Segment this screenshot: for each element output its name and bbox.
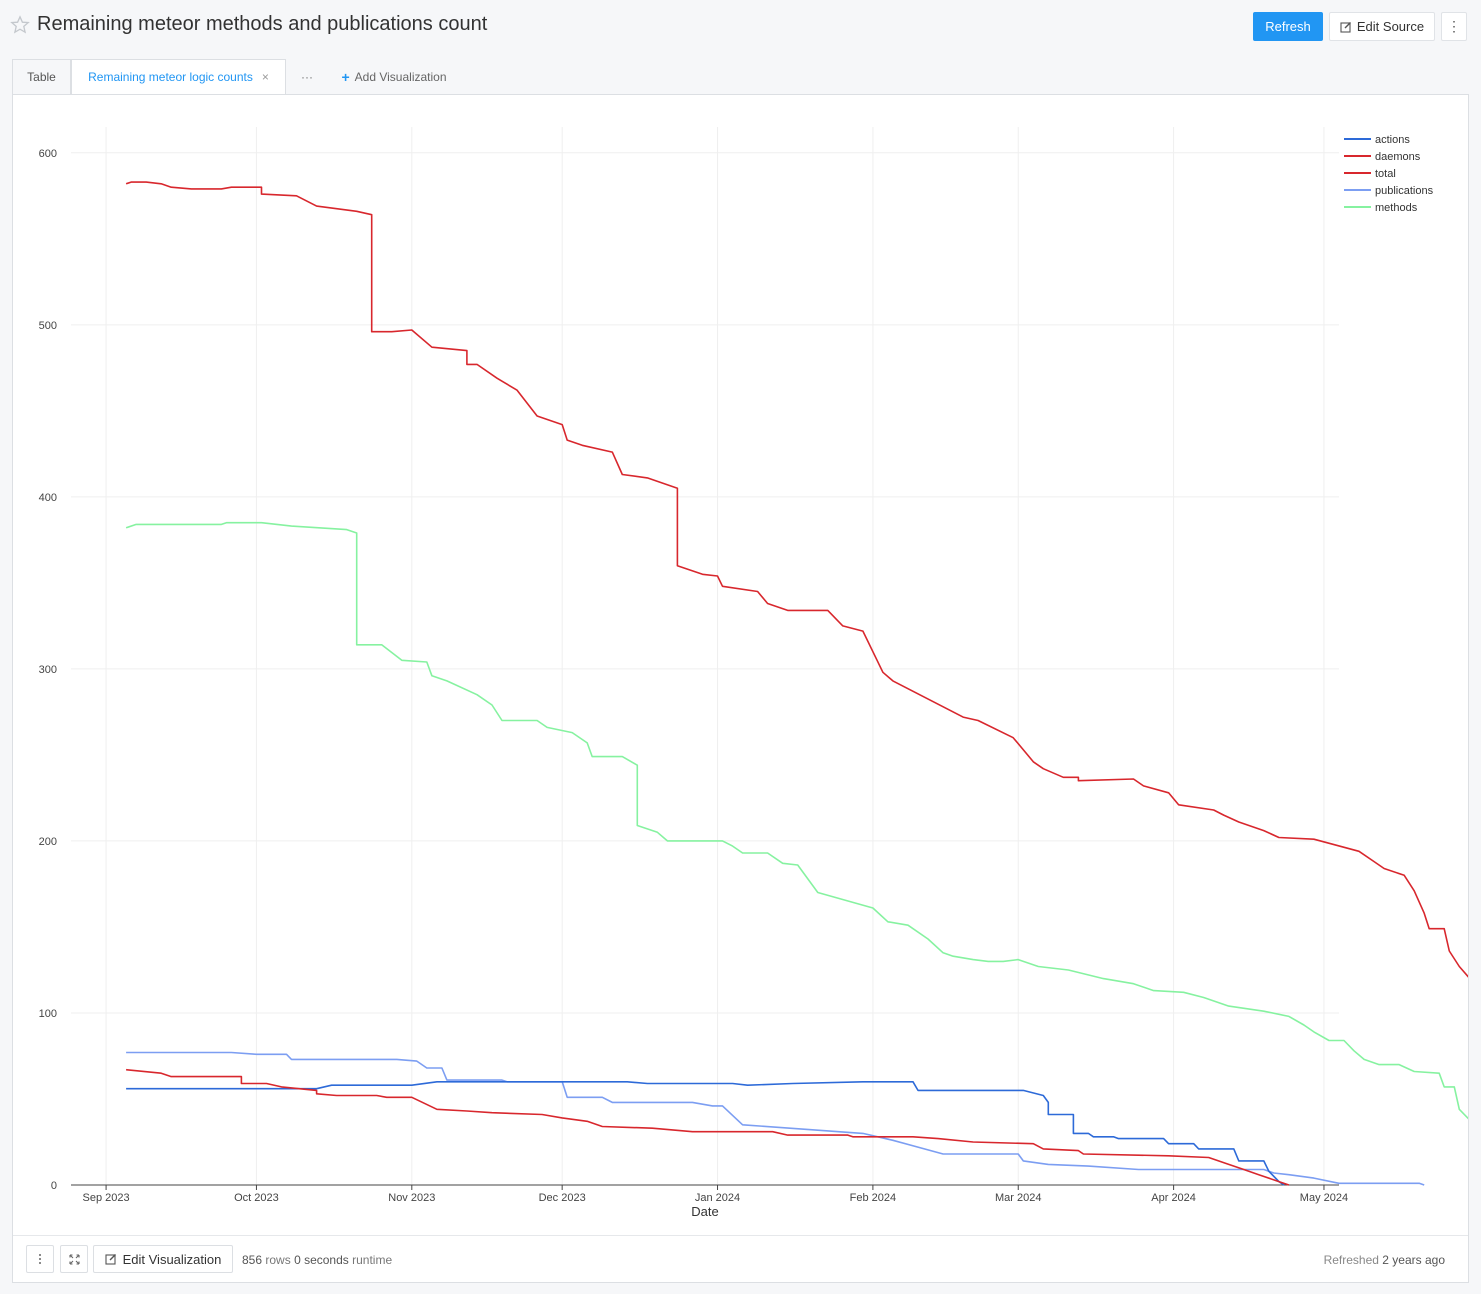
y-tick-label: 200	[39, 836, 57, 848]
series-line-methods	[125, 521, 1468, 1120]
refreshed-value: 2 years ago	[1382, 1253, 1445, 1267]
y-tick-label: 600	[39, 148, 57, 160]
page-header: Remaining meteor methods and publication…	[0, 0, 1481, 56]
runtime-label: runtime	[352, 1253, 393, 1267]
refreshed-status: Refreshed 2 years ago	[1324, 1253, 1445, 1267]
edit-icon	[105, 1254, 116, 1265]
legend-label-daemons: daemons	[1375, 151, 1421, 163]
x-tick-label: Apr 2024	[1151, 1192, 1196, 1204]
legend-label-methods: methods	[1375, 202, 1418, 214]
y-tick-label: 500	[39, 320, 57, 332]
edit-icon	[1340, 21, 1351, 33]
edit-visualization-label: Edit Visualization	[122, 1251, 222, 1267]
x-tick-label: Dec 2023	[539, 1192, 586, 1204]
y-tick-label: 300	[39, 664, 57, 676]
x-tick-label: Jan 2024	[695, 1192, 740, 1204]
series-line-daemons	[126, 1068, 1290, 1186]
line-chart: Sep 2023 Oct 2023 Nov 2023 Dec 2023 Jan 2024…	[39, 127, 1468, 1219]
visualization-panel: Sep 2023 Oct 2023 Nov 2023 Dec 2023 Jan 2024…	[12, 94, 1469, 1283]
more-menu-button[interactable]: ⋮	[1441, 12, 1467, 41]
fullscreen-button[interactable]	[60, 1245, 88, 1273]
plus-icon: +	[341, 68, 350, 85]
add-visualization-button[interactable]: + Add Visualization	[334, 59, 454, 94]
star-icon[interactable]	[10, 15, 30, 35]
expand-icon	[68, 1253, 80, 1265]
legend-label-total: total	[1375, 168, 1396, 180]
runtime-value: 0 seconds	[294, 1253, 349, 1267]
x-tick-label: Nov 2023	[388, 1192, 435, 1204]
rows-label: rows	[265, 1253, 291, 1267]
add-visualization-label: Add Visualization	[354, 69, 447, 84]
x-tick-label: Oct 2023	[234, 1192, 279, 1204]
x-tick-label: Sep 2023	[83, 1192, 130, 1204]
vertical-dots-icon	[39, 1254, 41, 1264]
rows-count: 856	[242, 1253, 263, 1267]
legend-label-actions: actions	[1375, 134, 1410, 146]
query-meta: 856 rows 0 seconds runtime	[242, 1253, 392, 1267]
footer-menu-button[interactable]	[26, 1245, 54, 1273]
y-tick-label: 0	[51, 1180, 57, 1192]
refresh-button[interactable]: Refresh	[1253, 12, 1323, 41]
visualization-tabs: Table Remaining meteor logic counts × ··…	[12, 59, 1469, 95]
close-icon[interactable]: ×	[261, 70, 269, 84]
tab-more-button[interactable]: ···	[301, 69, 313, 84]
tab-label: Remaining meteor logic counts	[88, 70, 253, 84]
x-axis-label: Date	[691, 1204, 718, 1219]
series-line-actions	[126, 1081, 1285, 1186]
x-tick-label: Feb 2024	[850, 1192, 896, 1204]
edit-visualization-button[interactable]: Edit Visualization	[93, 1245, 233, 1273]
refreshed-label: Refreshed	[1323, 1253, 1379, 1267]
tab-remaining-meteor-logic-counts[interactable]: Remaining meteor logic counts ×	[71, 59, 286, 95]
y-tick-label: 400	[39, 492, 57, 504]
x-tick-label: Mar 2024	[995, 1192, 1041, 1204]
edit-source-button[interactable]: Edit Source	[1329, 12, 1435, 41]
y-tick-label: 100	[39, 1008, 57, 1020]
series-line-publications	[126, 1051, 1425, 1186]
page-title: Remaining meteor methods and publication…	[37, 13, 488, 35]
x-tick-label: May 2024	[1300, 1192, 1348, 1204]
panel-footer: Edit Visualization 856 rows 0 seconds ru…	[13, 1235, 1468, 1284]
legend-label-publications: publications	[1375, 185, 1434, 197]
tab-table[interactable]: Table	[12, 59, 71, 94]
edit-source-label: Edit Source	[1356, 19, 1425, 34]
series-line-total	[125, 181, 1468, 978]
